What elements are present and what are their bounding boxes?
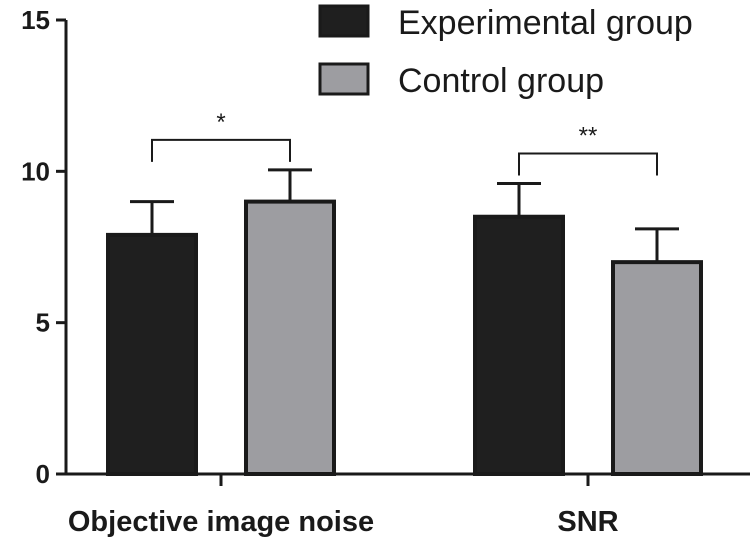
bar-control-1 (611, 260, 703, 476)
chart-error-bars (130, 168, 679, 263)
bar-experimental-1 (473, 214, 565, 476)
significance-bracket (151, 138, 291, 162)
y-tick-label: 0 (36, 459, 50, 489)
y-tick-label: 5 (36, 308, 50, 338)
legend-label: Experimental group (398, 4, 693, 42)
significance-bracket (518, 152, 658, 176)
bar-experimental-0 (106, 232, 198, 476)
significance-label: * (216, 109, 225, 136)
bar-control-0 (244, 199, 336, 476)
legend-label: Control group (398, 62, 604, 100)
chart-bars (106, 199, 703, 476)
significance-label: ** (579, 122, 598, 149)
x-category-label: SNR (557, 506, 618, 538)
chart-legend: Experimental group Control group (318, 4, 693, 100)
y-tick-label: 10 (21, 156, 50, 186)
chart-axes: 0 5 10 15 Objective image noise SNR (21, 5, 750, 538)
x-category-label: Objective image noise (68, 506, 374, 538)
legend-swatch-experimental (318, 4, 370, 38)
y-tick-label: 15 (21, 5, 50, 35)
chart-significance: *** (151, 109, 658, 176)
legend-swatch-control (318, 62, 370, 96)
